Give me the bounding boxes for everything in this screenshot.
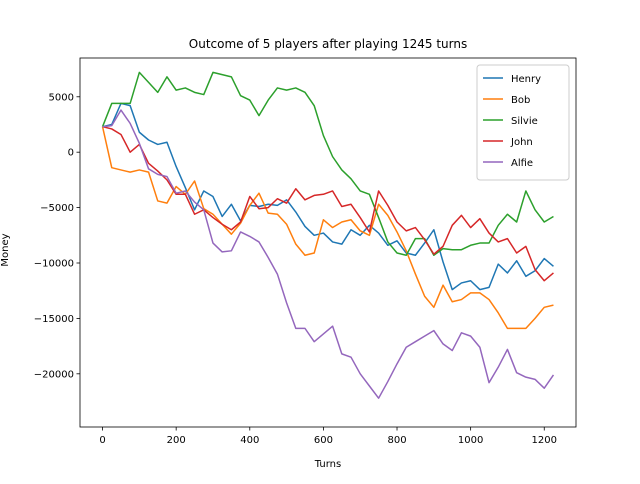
y-tick-label: −10000 bbox=[34, 259, 74, 270]
y-axis-label: Money bbox=[0, 233, 11, 266]
series-line bbox=[102, 125, 554, 282]
x-axis-label: Turns bbox=[314, 459, 341, 470]
y-tick-label: 5000 bbox=[49, 92, 74, 103]
axes-frame bbox=[79, 57, 577, 428]
y-tick-label: 0 bbox=[68, 148, 74, 159]
y-tick-label: −15000 bbox=[34, 314, 74, 325]
y-tick-label: −5000 bbox=[40, 203, 74, 214]
x-tick-label: 600 bbox=[314, 435, 333, 446]
series-line bbox=[102, 102, 554, 291]
y-tick-label: −20000 bbox=[34, 369, 74, 380]
x-tick-label: 800 bbox=[387, 435, 406, 446]
x-tick-label: 400 bbox=[240, 435, 259, 446]
series-line bbox=[101, 126, 554, 330]
x-tick-label: 200 bbox=[167, 435, 186, 446]
legend-label: Bob bbox=[511, 95, 530, 106]
legend-label: Henry bbox=[511, 74, 541, 85]
chart-title: Outcome of 5 players after playing 1245 … bbox=[189, 37, 467, 51]
legend-box bbox=[476, 64, 570, 181]
x-tick-label: 1000 bbox=[458, 435, 483, 446]
series-line bbox=[102, 109, 555, 399]
legend-label: John bbox=[510, 137, 533, 148]
legend-label: Silvie bbox=[511, 116, 538, 127]
x-tick-label: 0 bbox=[99, 435, 105, 446]
legend-label: Alfie bbox=[511, 158, 533, 169]
series-line bbox=[101, 71, 554, 256]
x-tick-label: 1200 bbox=[532, 435, 557, 446]
